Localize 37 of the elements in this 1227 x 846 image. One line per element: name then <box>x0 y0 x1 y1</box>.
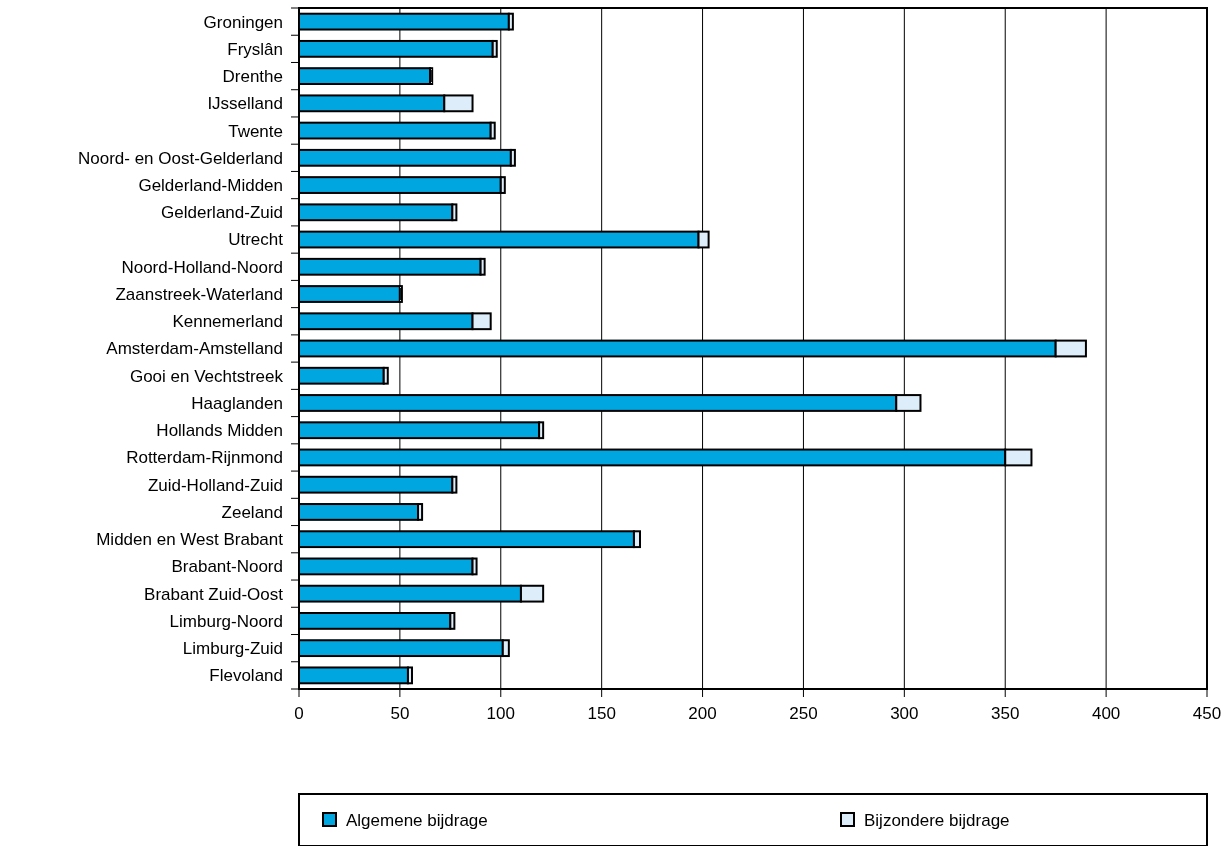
x-tick-label: 300 <box>890 704 919 723</box>
x-tick-label: 50 <box>390 704 410 723</box>
y-tick-label: Zeeland <box>221 502 283 522</box>
y-tick-label: Gelderland-Zuid <box>161 203 283 223</box>
x-tick-label: 400 <box>1091 704 1121 723</box>
y-tick-label: Drenthe <box>222 67 283 87</box>
x-tick-label: 250 <box>789 704 818 723</box>
y-tick-label: Kennemerland <box>172 312 283 332</box>
legend-label: Algemene bijdrage <box>346 810 488 830</box>
y-tick-label: Gelderland-Midden <box>138 176 283 196</box>
y-tick-label: Limburg-Noord <box>169 611 283 631</box>
y-tick-label: Brabant-Noord <box>171 557 283 577</box>
x-tick-label: 0 <box>294 704 304 723</box>
y-tick-label: Utrecht <box>228 230 284 250</box>
y-tick-label: Fryslân <box>227 39 283 59</box>
y-tick-label: Haaglanden <box>191 393 283 413</box>
y-tick-label: Limburg-Zuid <box>182 639 283 659</box>
x-tick-label: 200 <box>688 704 717 723</box>
y-tick-label: IJsselland <box>207 94 283 114</box>
y-tick-label: Midden en West Brabant <box>96 530 284 550</box>
x-tick-label: 100 <box>486 704 515 723</box>
y-tick-label: Groningen <box>203 12 283 32</box>
x-tick-label: 150 <box>587 704 616 723</box>
legend-label: Bijzondere bijdrage <box>864 810 1010 830</box>
y-tick-label: Rotterdam-Rijnmond <box>126 448 283 468</box>
y-tick-label: Noord- en Oost-Gelderland <box>77 148 283 168</box>
y-tick-label: Brabant Zuid-Oost <box>144 584 284 604</box>
y-tick-label: Twente <box>228 121 283 141</box>
y-tick-label: Hollands Midden <box>156 421 283 441</box>
y-tick-label: Flevoland <box>209 666 283 686</box>
y-tick-label: Gooi en Vechtstreek <box>129 366 284 386</box>
y-tick-label: Zuid-Holland-Zuid <box>147 475 283 495</box>
x-tick-label: 350 <box>991 704 1020 723</box>
y-tick-label: Noord-Holland-Noord <box>121 257 283 277</box>
y-tick-label: Amsterdam-Amstelland <box>106 339 283 359</box>
x-tick-label: 450 <box>1192 704 1222 723</box>
y-tick-label: Zaanstreek-Waterland <box>115 284 283 304</box>
